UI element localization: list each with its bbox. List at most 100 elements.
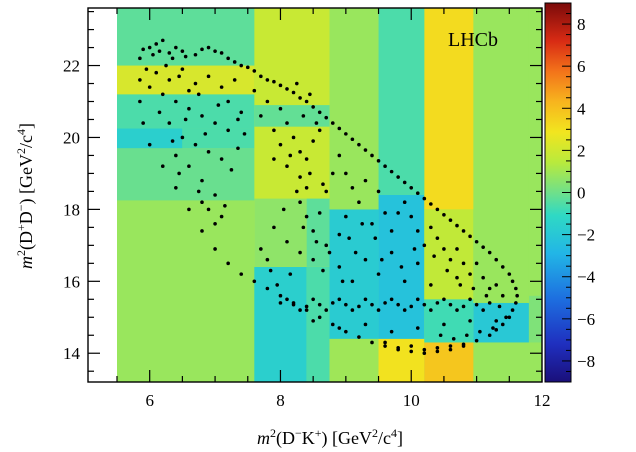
data-point [285, 121, 289, 125]
colorbar-tick-label: 2 [577, 141, 586, 160]
data-point [288, 272, 293, 276]
data-point [154, 70, 159, 75]
data-point [245, 65, 250, 70]
data-point [415, 297, 420, 302]
heatmap-bin [306, 266, 330, 382]
x-tick-label: 8 [276, 391, 285, 410]
data-point [187, 207, 191, 212]
data-point [514, 301, 518, 305]
data-point [226, 261, 230, 266]
data-point [429, 283, 433, 287]
data-point [402, 180, 407, 185]
data-point [478, 329, 482, 334]
data-point [324, 189, 329, 194]
colorbar-tick-label: 6 [577, 57, 586, 76]
data-point [468, 319, 472, 323]
heatmap-bin [378, 8, 425, 195]
data-point [219, 157, 224, 161]
data-point [370, 340, 374, 345]
data-point [363, 297, 368, 302]
data-point [344, 329, 348, 334]
y-tick-label: 22 [63, 57, 80, 76]
data-point [138, 78, 142, 82]
data-point [481, 275, 485, 280]
data-point [402, 200, 407, 204]
data-point [448, 257, 453, 262]
x-tick-label: 12 [534, 391, 551, 410]
data-point [321, 268, 325, 273]
data-point [157, 110, 162, 115]
heatmap-bin [424, 342, 474, 382]
y-axis: 14 16 18 20 22 [63, 10, 542, 372]
data-point [265, 257, 270, 262]
y-tick-label: 16 [63, 272, 80, 291]
data-point [223, 203, 227, 208]
data-point [187, 106, 191, 111]
data-point [337, 297, 342, 302]
data-point [487, 333, 492, 338]
heatmap-bin [424, 8, 474, 210]
data-point [494, 257, 499, 262]
data-point [311, 257, 315, 262]
colorbar-tick-label: −8 [577, 352, 595, 371]
data-point [415, 229, 420, 233]
data-point [200, 114, 204, 118]
data-point [200, 200, 204, 204]
data-point [350, 137, 355, 142]
data-point [308, 171, 312, 176]
data-point [494, 328, 499, 332]
data-point [272, 225, 276, 230]
data-point [376, 272, 381, 276]
data-point [138, 56, 142, 61]
data-point [455, 308, 459, 312]
data-point [160, 164, 165, 169]
data-point [389, 229, 394, 233]
data-point [500, 293, 505, 298]
data-point [174, 99, 178, 104]
data-point [353, 250, 358, 255]
data-point [402, 279, 407, 284]
heatmap-bin [254, 198, 307, 267]
data-point [461, 342, 466, 347]
data-point [174, 153, 178, 158]
data-point [229, 168, 234, 172]
data-point [399, 265, 404, 269]
data-point [500, 265, 505, 269]
data-point [138, 99, 142, 104]
data-point [177, 171, 181, 176]
data-point [317, 211, 322, 215]
colorbar-tick-label: 0 [577, 184, 586, 203]
data-point [461, 229, 466, 233]
data-point [396, 211, 400, 215]
data-point [409, 344, 414, 348]
data-point [147, 85, 152, 89]
data-point [239, 110, 244, 115]
data-point [487, 286, 492, 291]
data-point [200, 47, 204, 52]
data-point [487, 301, 492, 305]
data-point [317, 315, 322, 320]
data-point [278, 293, 283, 298]
data-point [213, 121, 217, 125]
data-point [347, 236, 351, 240]
data-point [324, 115, 329, 120]
data-point [344, 132, 348, 136]
data-point [200, 178, 204, 183]
heatmap-bin [473, 8, 529, 303]
data-point [383, 344, 387, 348]
data-point [438, 333, 443, 338]
data-point [239, 272, 244, 276]
data-point [465, 333, 469, 338]
data-point [308, 92, 312, 97]
data-point [314, 239, 319, 244]
data-point [259, 74, 263, 79]
data-point [474, 261, 479, 266]
data-point [301, 114, 306, 118]
heatmap-bins [117, 8, 542, 382]
data-point [164, 63, 168, 68]
data-point [196, 189, 201, 194]
data-point [507, 272, 512, 276]
data-point [357, 335, 361, 339]
data-point [337, 153, 342, 158]
data-point [389, 297, 394, 302]
